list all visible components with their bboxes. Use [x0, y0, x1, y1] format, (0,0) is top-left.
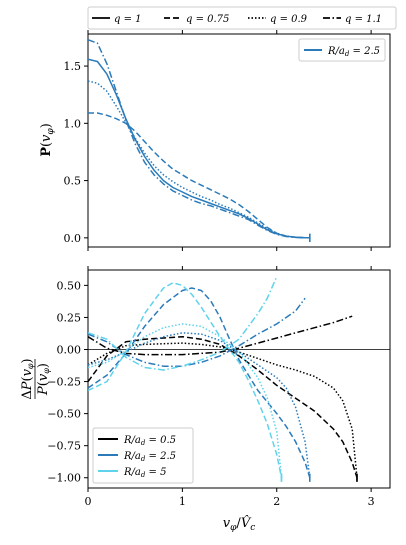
svg-text:ΔP(vφ): ΔP(vφ)	[20, 358, 35, 399]
bottom-xtick-label: 2	[273, 495, 280, 508]
top-legend-frame	[87, 6, 397, 30]
top-legend-label-dashed: q = 0.75	[186, 14, 229, 25]
top-series-q1.1	[88, 38, 310, 239]
bottom-series-R5-q1.1	[88, 276, 278, 371]
top-series-q0.9	[88, 80, 310, 239]
top-panel: 0.0 0.5 1.0 1.5 P(vφ) R/ad = 2.5	[39, 30, 391, 251]
bottom-series-R0.5-q0.9	[88, 342, 358, 478]
top-legend-label-solid: q = 1	[114, 14, 142, 25]
bottom-legend-box: R/ad = 0.5 R/ad = 2.5 R/ad = 5	[92, 427, 194, 484]
bottom-series-R2.5-q0.75	[88, 287, 311, 478]
top-series-q0.75	[88, 112, 310, 239]
top-legend-box: R/ad = 2.5	[298, 38, 386, 62]
top-legend-label-dashdot: q = 1.1	[345, 14, 382, 25]
bottom-series-R0.5-q1.1	[88, 315, 353, 356]
bottom-legend-label: R/ad = 2.5	[123, 451, 176, 463]
top-ytick-label: 1.5	[64, 60, 82, 73]
bottom-series-R0.5-q0.75	[88, 335, 358, 478]
top-legend-label-dotted: q = 0.9	[270, 14, 308, 25]
bottom-panel: 0 1 2 3 −1.00 −0.75 −0.50 −0.25 0.00 0.25 0.50 ΔP(…	[20, 266, 391, 533]
bottom-series-R5-q0.75	[88, 282, 283, 478]
bottom-ytick-label: −1.00	[47, 472, 81, 485]
top-panel-frame	[87, 33, 391, 248]
top-legend-label: R/ad = 2.5	[327, 46, 380, 58]
top-legend-box-frame	[298, 38, 386, 62]
bottom-series-R2.5-q1.1	[88, 297, 306, 367]
top-legend: q = 1 q = 0.75 q = 0.9 q = 1.1	[87, 6, 397, 30]
bottom-xtick-label: 1	[179, 495, 186, 508]
bottom-legend-label: R/ad = 0.5	[123, 435, 176, 447]
bottom-xlabel: vφ/V̂c	[223, 515, 256, 533]
svg-text:P(vφ): P(vφ)	[36, 363, 51, 396]
bottom-legend-frame	[92, 427, 194, 484]
bottom-series-R5-q0.9	[88, 323, 283, 478]
bottom-ytick-label: 0.50	[57, 279, 82, 292]
bottom-ylabel: ΔP(vφ) P(vφ)	[20, 358, 51, 399]
bottom-xtick-label: 0	[85, 495, 92, 508]
bottom-legend-label: R/ad = 5	[123, 467, 166, 479]
bottom-ytick-label: 0.00	[57, 344, 82, 357]
bottom-ytick-label: 0.25	[57, 311, 82, 324]
top-ytick-label: 0.5	[64, 175, 82, 188]
bottom-series-R2.5-q0.9	[88, 332, 311, 478]
top-ytick-label: 0.0	[64, 232, 82, 245]
bottom-xtick-label: 3	[368, 495, 375, 508]
bottom-ytick-label: −0.25	[47, 376, 81, 389]
bottom-ytick-label: −0.75	[47, 440, 81, 453]
bottom-panel-frame	[87, 269, 391, 489]
top-ylabel: P(vφ)	[39, 123, 56, 157]
top-series-q1	[88, 58, 310, 239]
bottom-ytick-label: −0.50	[47, 408, 81, 421]
top-ytick-label: 1.0	[64, 117, 82, 130]
